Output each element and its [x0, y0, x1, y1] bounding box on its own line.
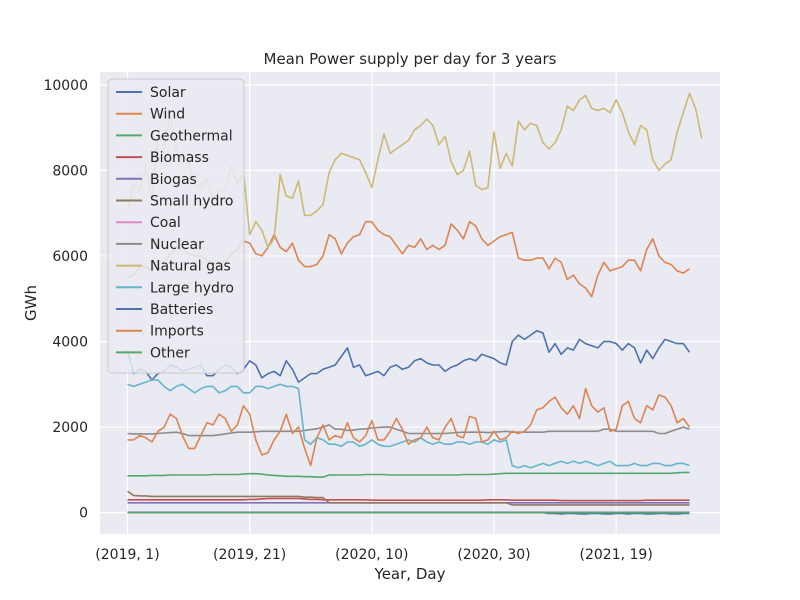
series-line-biomass [127, 497, 690, 502]
x-tick-label: (2020, 10) [335, 547, 408, 563]
x-tick-label: (2019, 21) [213, 547, 286, 563]
legend-label: Batteries [150, 302, 213, 318]
y-tick-label: 4000 [52, 335, 88, 351]
legend-label: Coal [150, 215, 181, 231]
legend-label: Solar [150, 85, 186, 101]
legend-box [107, 78, 245, 374]
legend-label: Biomass [150, 150, 209, 166]
y-tick-label: 0 [79, 506, 88, 522]
legend-label: Wind [150, 107, 185, 123]
series-line-geothermal [127, 471, 690, 478]
x-tick-label: (2021, 19) [580, 547, 653, 563]
y-tick-label: 8000 [52, 163, 88, 179]
legend-label: Natural gas [150, 259, 231, 275]
legend-label: Small hydro [150, 194, 233, 210]
x-tick-label: (2019, 1) [95, 547, 159, 563]
legend-label: Geothermal [150, 128, 233, 144]
y-tick-label: 2000 [52, 420, 88, 436]
series-line-large-hydro [127, 379, 690, 469]
legend-label: Large hydro [150, 280, 234, 296]
legend-label: Nuclear [150, 237, 204, 253]
series-line-imports [127, 387, 691, 467]
y-tick-label: 6000 [52, 249, 88, 265]
legend-label: Imports [150, 324, 204, 340]
y-axis-label: GWh [22, 285, 40, 321]
legend-label: Biogas [150, 172, 197, 188]
series-layer [126, 92, 703, 515]
chart-title: Mean Power supply per day for 3 years [264, 50, 557, 68]
y-tick-label: 10000 [43, 78, 88, 94]
x-tick-label: (2020, 30) [457, 547, 530, 563]
legend: Solar Wind Geothermal Biomass Biogas Small hy… [107, 78, 245, 374]
x-axis-label: Year, Day [374, 565, 446, 583]
series-line-nuclear [127, 424, 690, 437]
legend-label: Other [150, 345, 190, 361]
series-line-small-hydro [127, 490, 690, 506]
ticks: 0 2000 4000 6000 8000 10000 (2019, 1) (2019, 21… [43, 78, 652, 563]
